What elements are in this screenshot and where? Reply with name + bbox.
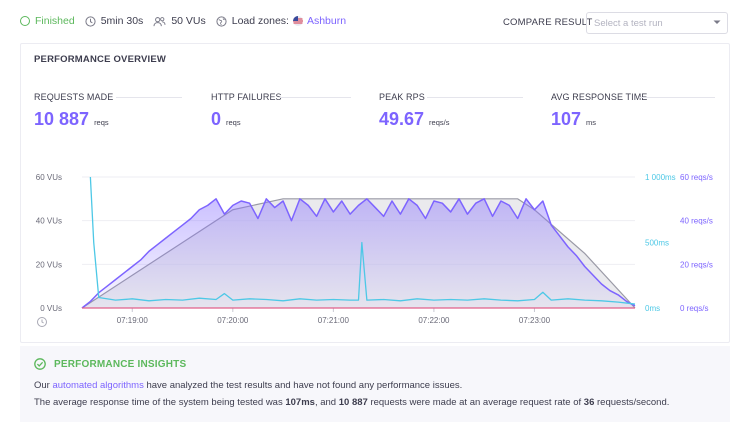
insights-text: Our — [34, 380, 50, 391]
metric-peak-rps: PEAK RPS 49.67 reqs/s — [379, 92, 523, 130]
total-requests-value: 10 887 — [338, 397, 368, 408]
avg-rps-value: 36 — [583, 397, 595, 408]
globe-icon — [216, 15, 227, 27]
duration-value: 5min 30s — [100, 15, 144, 27]
automated-algorithms-link[interactable]: automated algorithms — [52, 380, 144, 391]
y-right-response-tick-label: 0ms — [645, 304, 660, 313]
performance-insights-panel — [20, 346, 730, 422]
duration: 5min 30s — [85, 15, 144, 27]
metric-label: HTTP FAILURES — [211, 92, 282, 102]
insights-text: requests/second. — [597, 397, 670, 408]
metric-label: REQUESTS MADE — [34, 92, 114, 102]
metric-http-failures: HTTP FAILURES 0 reqs — [211, 92, 351, 130]
vus-count: 50 VUs — [153, 15, 206, 27]
metric-avg-response-time: AVG RESPONSE TIME 107 ms — [551, 92, 715, 130]
metric-value: 0 — [211, 109, 222, 129]
metric-value: 107 — [551, 109, 582, 129]
load-zone-link[interactable]: Ashburn — [306, 15, 347, 27]
metric-value: 49.67 — [379, 109, 425, 129]
load-zones: Load zones: Ashburn — [216, 15, 346, 27]
y-right-rps-tick-label: 60 reqs/s — [680, 173, 713, 182]
insights-text: requests were made at an average request… — [370, 397, 582, 408]
status-label: Finished — [35, 15, 75, 27]
finished-circle-icon — [20, 16, 30, 26]
chevron-down-icon — [713, 18, 721, 29]
test-status: Finished 5min 30s 50 VUs Load zones: Ash… — [20, 15, 356, 27]
insights-text: , and — [314, 397, 337, 408]
load-zones-label: Load zones: — [231, 15, 289, 27]
rps-line — [81, 198, 636, 309]
clock-icon — [37, 317, 47, 327]
metric-value: 10 887 — [34, 109, 90, 129]
test-run-select[interactable]: Select a test run — [586, 12, 728, 34]
y-left-tick-label: 40 VUs — [36, 217, 62, 226]
x-tick-label: 07:20:00 — [217, 316, 249, 325]
x-tick-label: 07:19:00 — [117, 316, 149, 325]
y-right-rps-tick-label: 40 reqs/s — [680, 217, 713, 226]
y-right-response-tick-label: 1 000ms — [645, 173, 676, 182]
x-tick-label: 07:22:00 — [418, 316, 450, 325]
x-tick-label: 07:21:00 — [318, 316, 350, 325]
us-flag-icon — [292, 16, 303, 26]
panel-title: PERFORMANCE OVERVIEW — [34, 54, 167, 65]
metric-unit: ms — [586, 118, 597, 127]
insights-text: have analyzed the test results and have … — [146, 380, 463, 391]
metric-requests-made: REQUESTS MADE 10 887 reqs — [34, 92, 182, 130]
metric-divider — [279, 97, 351, 98]
y-left-tick-label: 20 VUs — [36, 260, 62, 269]
insights-title: PERFORMANCE INSIGHTS — [34, 358, 186, 370]
status-finished: Finished — [20, 15, 75, 27]
metric-label: AVG RESPONSE TIME — [551, 92, 648, 102]
y-left-tick-label: 0 VUs — [40, 304, 62, 313]
metric-divider — [116, 97, 182, 98]
metric-divider — [427, 97, 523, 98]
metric-label: PEAK RPS — [379, 92, 425, 102]
clock-icon-hands — [41, 319, 44, 324]
metric-divider — [639, 97, 715, 98]
y-right-rps-tick-label: 0 reqs/s — [680, 304, 708, 313]
metric-unit: reqs — [226, 118, 241, 127]
insights-title-text: PERFORMANCE INSIGHTS — [54, 358, 187, 370]
vus-value: 50 VUs — [171, 15, 206, 27]
y-left-tick-label: 60 VUs — [36, 173, 62, 182]
insights-text: The average response time of the system … — [34, 397, 283, 408]
select-placeholder: Select a test run — [594, 18, 663, 29]
avg-response-value: 107ms — [285, 397, 315, 408]
metric-unit: reqs — [94, 118, 109, 127]
users-icon — [153, 16, 166, 27]
response-time-line — [89, 176, 636, 305]
rps-area — [82, 198, 635, 308]
x-tick-label: 07:23:00 — [519, 316, 551, 325]
check-circle-icon — [34, 358, 46, 370]
clock-icon — [85, 15, 96, 27]
y-right-response-tick-label: 500ms — [645, 239, 669, 248]
metric-unit: reqs/s — [429, 118, 450, 127]
insights-line-2: The average response time of the system … — [34, 397, 669, 408]
y-right-rps-tick-label: 20 reqs/s — [680, 260, 713, 269]
performance-overview-panel — [20, 43, 730, 343]
test-status-bar: Finished 5min 30s 50 VUs Load zones: Ash… — [0, 0, 750, 44]
performance-chart: 07:19:00 07:20:00 07:21:00 07:22:00 07:23:00… — [36, 173, 713, 327]
compare-result-label: COMPARE RESULT — [503, 17, 593, 28]
insights-line-1: Our automated algorithms have analyzed t… — [34, 380, 462, 391]
